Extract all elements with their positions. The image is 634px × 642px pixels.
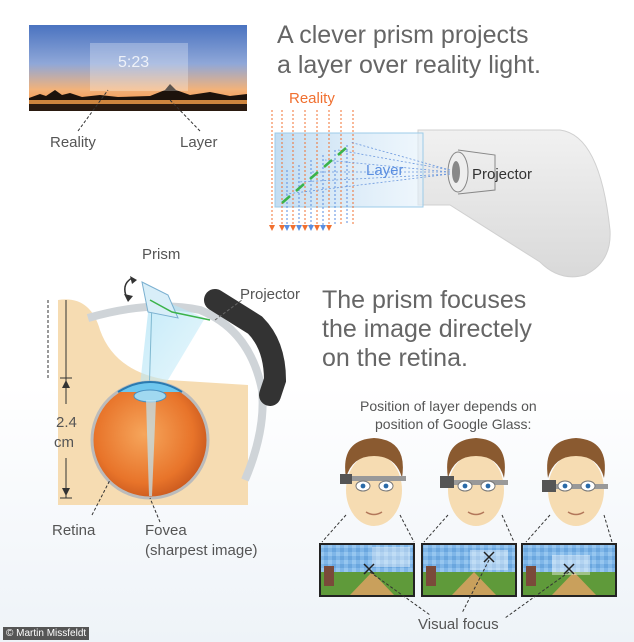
face-2: [440, 438, 508, 526]
retina-label: Retina: [52, 522, 96, 539]
visual-focus-label: Visual focus: [418, 616, 499, 633]
dimension-unit: cm: [54, 434, 74, 451]
view-3: [521, 543, 617, 597]
prism-label: Prism: [142, 246, 181, 263]
skyline: [29, 84, 247, 100]
layer-rays: [286, 145, 348, 225]
reality-label: Reality: [289, 90, 335, 107]
headline-1-line-1: A clever prism projects: [277, 21, 529, 49]
headline-2-line-2: the image directely: [322, 315, 532, 343]
headline-1-line-2: a layer over reality light.: [277, 51, 542, 79]
layer-label: Layer: [366, 162, 404, 179]
credit: © Martin Missfeldt: [3, 627, 90, 640]
photo-reality-label: Reality: [50, 134, 96, 151]
glass-body: [417, 129, 611, 278]
prism-mirrors: [281, 147, 347, 204]
position-note-line-2: position of Google Glass:: [375, 416, 532, 432]
photo-time: 5:23: [118, 54, 150, 71]
position-note-line-1: Position of layer depends on: [360, 398, 537, 414]
headline-2-line-3: on the retina.: [322, 344, 468, 372]
fovea-note: (sharpest image): [145, 542, 258, 559]
light-beam: [140, 295, 205, 385]
view-1: [319, 543, 415, 597]
view-2: [421, 543, 517, 597]
layer-overlay: [90, 43, 188, 91]
projector-label: Projector: [472, 166, 533, 183]
prism: [141, 281, 179, 319]
face-3: [542, 438, 608, 526]
projector-housing: [204, 289, 287, 406]
glasses-arm: [86, 302, 267, 482]
eye-projector-label: Projector: [240, 286, 301, 303]
photo-layer-label: Layer: [180, 134, 218, 151]
prism-block: [274, 132, 424, 208]
face-1: [340, 438, 406, 526]
fovea-label: Fovea: [145, 522, 187, 539]
reality-rays: [271, 110, 354, 225]
dimension-value: 2.4: [56, 414, 77, 431]
cornea: [117, 381, 183, 393]
headline-2-line-1: The prism focuses: [322, 286, 527, 314]
